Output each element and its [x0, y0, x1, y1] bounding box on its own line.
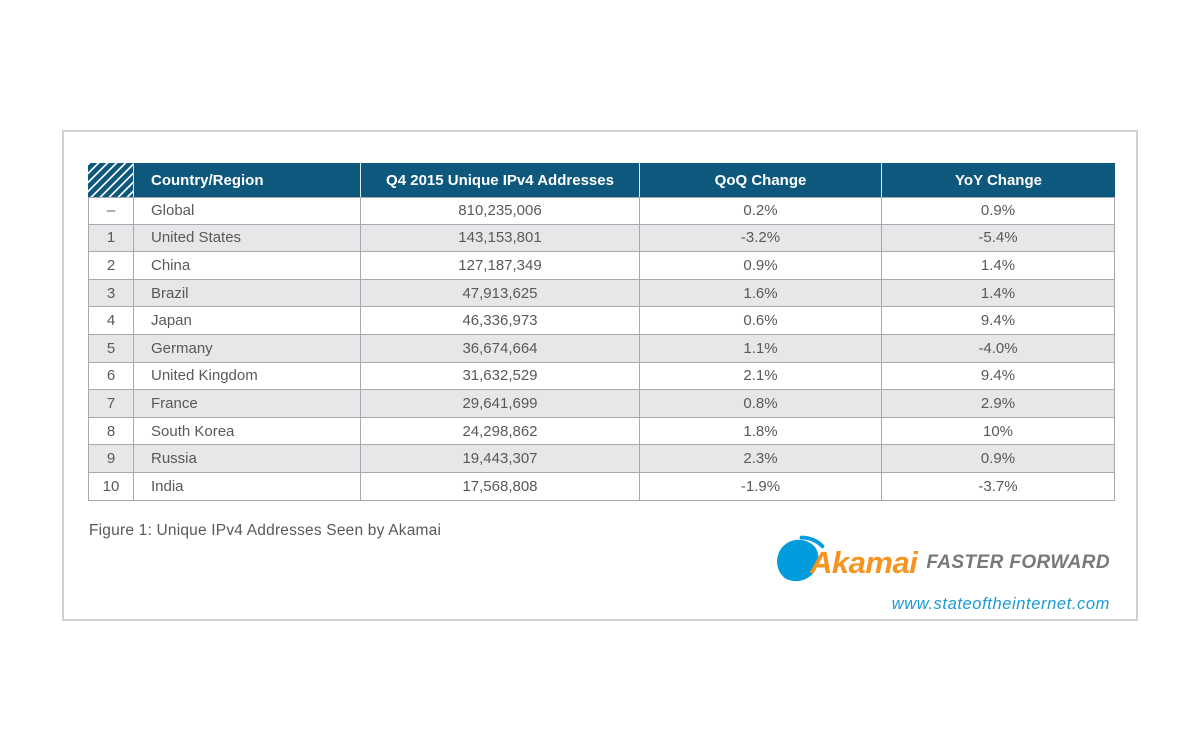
cell-country: Russia	[133, 445, 360, 473]
cell-country: Germany	[133, 334, 360, 363]
cell-addresses: 24,298,862	[360, 417, 639, 446]
ipv4-table: Country/Region Q4 2015 Unique IPv4 Addres…	[88, 163, 1115, 501]
column-header-country: Country/Region	[133, 163, 360, 197]
table-row: 10 India 17,568,808 -1.9% -3.7%	[88, 472, 1115, 501]
cell-yoy: 0.9%	[881, 445, 1115, 473]
cell-country: Global	[133, 197, 360, 225]
cell-addresses: 810,235,006	[360, 197, 639, 225]
cell-yoy: 9.4%	[881, 362, 1115, 391]
hatch-corner-cell	[88, 163, 133, 197]
table-row: 3 Brazil 47,913,625 1.6% 1.4%	[88, 279, 1115, 308]
cell-qoq: -1.9%	[639, 472, 881, 501]
cell-yoy: 0.9%	[881, 197, 1115, 225]
cell-rank: –	[88, 197, 133, 225]
cell-country: France	[133, 390, 360, 418]
cell-qoq: 1.6%	[639, 279, 881, 308]
cell-qoq: -3.2%	[639, 224, 881, 253]
cell-yoy: 1.4%	[881, 279, 1115, 308]
cell-yoy: 10%	[881, 417, 1115, 446]
cell-qoq: 1.8%	[639, 417, 881, 446]
cell-rank: 3	[88, 279, 133, 308]
table-body: – Global 810,235,006 0.2% 0.9% 1 United States…	[88, 197, 1115, 501]
akamai-brand-text: Akamai	[810, 545, 918, 580]
cell-qoq: 0.8%	[639, 390, 881, 418]
cell-rank: 9	[88, 445, 133, 473]
cell-rank: 5	[88, 334, 133, 363]
table-row: 9 Russia 19,443,307 2.3% 0.9%	[88, 445, 1115, 473]
cell-qoq: 2.1%	[639, 362, 881, 391]
column-header-qoq: QoQ Change	[639, 163, 881, 197]
cell-rank: 7	[88, 390, 133, 418]
cell-yoy: 9.4%	[881, 307, 1115, 335]
akamai-logo: Akamai FASTER FORWARD www.stateoftheinte…	[773, 534, 1110, 614]
cell-country: China	[133, 252, 360, 280]
table-row: 5 Germany 36,674,664 1.1% -4.0%	[88, 334, 1115, 363]
cell-addresses: 17,568,808	[360, 472, 639, 501]
cell-rank: 1	[88, 224, 133, 253]
cell-qoq: 2.3%	[639, 445, 881, 473]
column-header-addresses: Q4 2015 Unique IPv4 Addresses	[360, 163, 639, 197]
cell-rank: 2	[88, 252, 133, 280]
table-row: 6 United Kingdom 31,632,529 2.1% 9.4%	[88, 362, 1115, 391]
faster-forward-tagline: FASTER FORWARD	[926, 552, 1110, 573]
table-row: 7 France 29,641,699 0.8% 2.9%	[88, 390, 1115, 418]
cell-addresses: 36,674,664	[360, 334, 639, 363]
table-row: 8 South Korea 24,298,862 1.8% 10%	[88, 417, 1115, 446]
figure-card: Country/Region Q4 2015 Unique IPv4 Addres…	[62, 130, 1138, 621]
cell-addresses: 31,632,529	[360, 362, 639, 391]
cell-yoy: -4.0%	[881, 334, 1115, 363]
cell-country: Brazil	[133, 279, 360, 308]
cell-country: Japan	[133, 307, 360, 335]
table-row: 1 United States 143,153,801 -3.2% -5.4%	[88, 224, 1115, 253]
cell-addresses: 127,187,349	[360, 252, 639, 280]
cell-rank: 4	[88, 307, 133, 335]
cell-addresses: 19,443,307	[360, 445, 639, 473]
table-row: 4 Japan 46,336,973 0.6% 9.4%	[88, 307, 1115, 335]
stateoftheinternet-url: www.stateoftheinternet.com	[891, 595, 1110, 613]
cell-rank: 8	[88, 417, 133, 446]
cell-addresses: 143,153,801	[360, 224, 639, 253]
akamai-wave-icon	[777, 535, 825, 582]
cell-yoy: -3.7%	[881, 472, 1115, 501]
cell-yoy: -5.4%	[881, 224, 1115, 253]
column-header-yoy: YoY Change	[881, 163, 1115, 197]
cell-addresses: 46,336,973	[360, 307, 639, 335]
cell-country: United Kingdom	[133, 362, 360, 391]
cell-addresses: 47,913,625	[360, 279, 639, 308]
cell-country: India	[133, 472, 360, 501]
cell-qoq: 1.1%	[639, 334, 881, 363]
table-row: – Global 810,235,006 0.2% 0.9%	[88, 197, 1115, 225]
cell-rank: 6	[88, 362, 133, 391]
cell-country: South Korea	[133, 417, 360, 446]
cell-qoq: 0.9%	[639, 252, 881, 280]
cell-qoq: 0.2%	[639, 197, 881, 225]
table-header-row: Country/Region Q4 2015 Unique IPv4 Addres…	[88, 163, 1115, 197]
cell-rank: 10	[88, 472, 133, 501]
cell-qoq: 0.6%	[639, 307, 881, 335]
cell-yoy: 2.9%	[881, 390, 1115, 418]
cell-addresses: 29,641,699	[360, 390, 639, 418]
figure-caption: Figure 1: Unique IPv4 Addresses Seen by …	[89, 522, 442, 539]
table-row: 2 China 127,187,349 0.9% 1.4%	[88, 252, 1115, 280]
cell-yoy: 1.4%	[881, 252, 1115, 280]
cell-country: United States	[133, 224, 360, 253]
